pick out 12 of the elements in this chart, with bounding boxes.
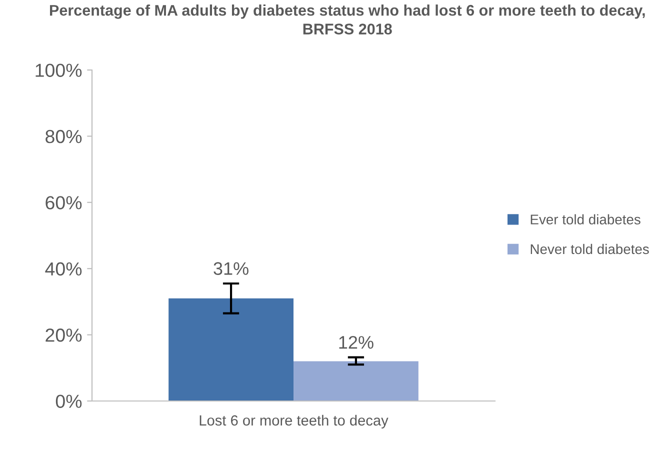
y-tick-label: 20%	[46, 328, 82, 342]
legend-label: Ever told diabetes	[530, 214, 640, 224]
y-tick-label: 100%	[36, 64, 82, 77]
y-tick-label: 80%	[46, 130, 82, 144]
y-tick-label: 0%	[56, 394, 82, 408]
chart-title: Percentage of MA adults by diabetes status who had lost 6 or more teeth to decay, BRFSS 2018	[50, 4, 645, 34]
data-label: 31%	[214, 262, 248, 275]
y-tick-label: 60%	[46, 196, 82, 210]
y-tick-label: 40%	[45, 262, 82, 276]
legend-label: Never told diabetes	[530, 244, 649, 254]
x-tick-label: Lost 6 or more teeth to decay	[200, 414, 388, 428]
data-label: 12%	[339, 336, 374, 349]
